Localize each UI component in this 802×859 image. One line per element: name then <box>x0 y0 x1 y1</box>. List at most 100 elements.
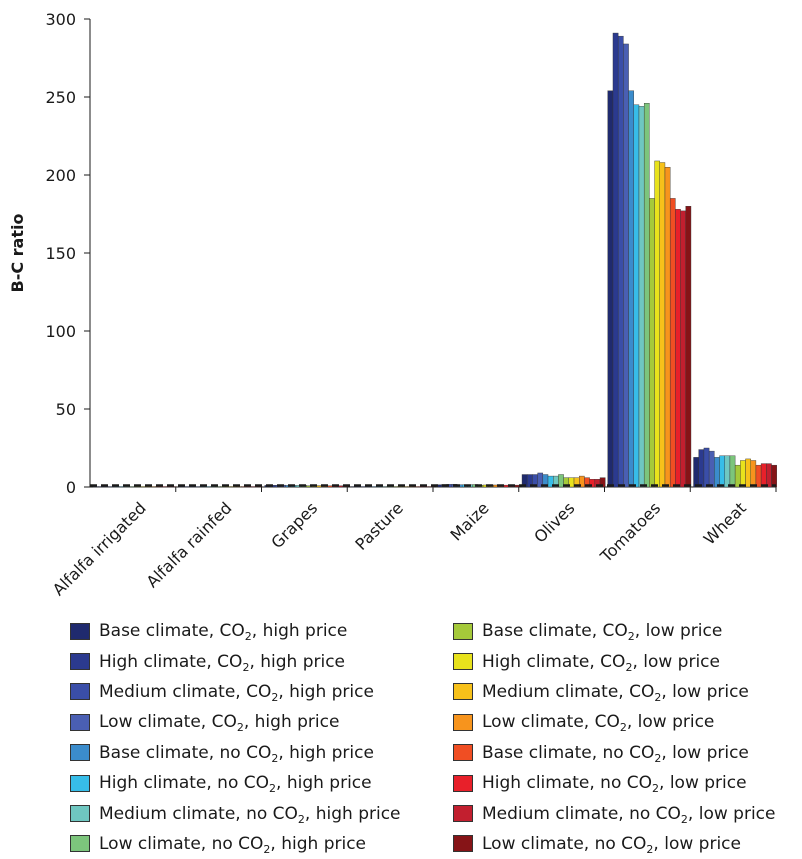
bar <box>643 103 650 488</box>
bar <box>664 166 671 488</box>
bar <box>703 447 710 488</box>
bar <box>184 486 190 488</box>
bar <box>612 32 619 488</box>
bar <box>750 460 757 488</box>
category-label: Pasture <box>351 498 407 554</box>
bar <box>724 455 731 488</box>
y-tick-label: 100 <box>45 322 76 341</box>
legend-swatch <box>453 835 473 853</box>
legend-item: Low climate, no CO2, low price <box>453 829 775 859</box>
y-tick-label: 0 <box>66 478 76 497</box>
category-label: Grapes <box>267 498 321 552</box>
axes: 0 50 100 150 200 250 300 <box>45 10 777 497</box>
bar <box>649 198 655 488</box>
y-axis-label: B-C ratio <box>8 214 27 293</box>
legend-label: Base climate, no CO2, low price <box>482 742 749 765</box>
category-label: Alfalfa rainfed <box>143 498 236 591</box>
bar <box>607 90 614 488</box>
bar <box>558 474 564 488</box>
y-tick-label: 200 <box>45 166 76 185</box>
legend-swatch <box>453 744 473 762</box>
legend-item: Medium climate, no CO2, low price <box>453 798 775 828</box>
legend-swatch <box>70 713 90 731</box>
legend-item: Medium climate, CO2, low price <box>453 677 775 707</box>
legend-label: High climate, no CO2, high price <box>99 773 372 796</box>
bar <box>654 160 660 488</box>
bar <box>755 464 762 488</box>
y-tick-label: 300 <box>45 10 76 29</box>
bar <box>708 450 715 488</box>
bar <box>714 457 720 488</box>
legend-label: High climate, CO2, high price <box>99 651 346 674</box>
legend-column-right: Base climate, CO2, low price High climate… <box>453 616 775 859</box>
legend-swatch <box>453 622 473 640</box>
bar <box>745 458 751 488</box>
legend-swatch <box>70 805 90 823</box>
legend-swatch <box>453 774 473 792</box>
legend-item: Base climate, no CO2, low price <box>453 738 775 768</box>
category-label: Olives <box>530 498 578 546</box>
legend-label: Base climate, CO2, high price <box>99 621 348 644</box>
legend-label: Base climate, no CO2, high price <box>99 742 374 765</box>
bar <box>659 162 666 488</box>
bar <box>760 463 767 488</box>
legend-item: High climate, no CO2, high price <box>70 768 401 798</box>
legend-label: Medium climate, no CO2, high price <box>99 803 401 826</box>
bar <box>693 457 699 488</box>
legend-swatch <box>70 653 90 671</box>
legend-label: Medium climate, CO2, low price <box>482 681 749 704</box>
bar <box>669 198 676 488</box>
legend-swatch <box>453 653 473 671</box>
legend-label: High climate, CO2, low price <box>482 651 720 674</box>
category-label: Maize <box>447 498 493 544</box>
legend-swatch <box>70 774 90 792</box>
legend-label: Low climate, no CO2, low price <box>482 833 741 856</box>
y-tick-label: 250 <box>45 88 76 107</box>
legend-item: High climate, CO2, high price <box>70 646 401 676</box>
bar <box>771 464 777 488</box>
legend-item: High climate, CO2, low price <box>453 646 775 676</box>
chart: 0 50 100 150 200 250 300 Alfalfa irrigatedAlfa… <box>8 10 777 599</box>
bar <box>766 463 772 488</box>
legend-label: Medium climate, no CO2, low price <box>482 803 776 826</box>
legend-label: Low climate, no CO2, high price <box>99 833 367 856</box>
legend-swatch <box>70 744 90 762</box>
bar <box>628 90 634 488</box>
bar <box>685 205 692 488</box>
bar <box>633 104 640 488</box>
legend-swatch <box>453 713 473 731</box>
legend-label: Base climate, CO2, low price <box>482 621 723 644</box>
legend-item: Medium climate, no CO2, high price <box>70 798 401 828</box>
bar <box>680 210 686 488</box>
legend-swatch <box>70 622 90 640</box>
bar <box>729 455 736 488</box>
legend-item: Medium climate, CO2, high price <box>70 677 401 707</box>
category-label: Alfalfa irrigated <box>49 498 150 599</box>
legend-swatch <box>70 683 90 701</box>
bar <box>719 455 725 488</box>
legend-label: High climate, no CO2, low price <box>482 773 747 796</box>
legend-column-left: Base climate, CO2, high price High climat… <box>70 616 401 859</box>
legend-item: Low climate, no CO2, high price <box>70 829 401 859</box>
bar <box>599 477 606 488</box>
bar <box>371 486 377 488</box>
legend-swatch <box>453 805 473 823</box>
bar <box>638 106 645 488</box>
bar <box>698 449 705 488</box>
bar <box>734 464 741 488</box>
y-tick-label: 150 <box>45 244 76 263</box>
legend-swatch <box>70 835 90 853</box>
y-tick-label: 50 <box>56 400 76 419</box>
bar <box>740 460 746 488</box>
legend-label: Low climate, CO2, low price <box>482 712 715 735</box>
legend-swatch <box>453 683 473 701</box>
category-label: Wheat <box>700 498 750 548</box>
bar <box>675 209 681 488</box>
legend-item: Base climate, CO2, high price <box>70 616 401 646</box>
bar <box>514 484 520 488</box>
bar <box>617 35 624 488</box>
category-label: Tomatoes <box>596 498 664 566</box>
legend-label: Medium climate, CO2, high price <box>99 681 374 704</box>
legend-item: Low climate, CO2, low price <box>453 707 775 737</box>
bar <box>623 43 629 488</box>
